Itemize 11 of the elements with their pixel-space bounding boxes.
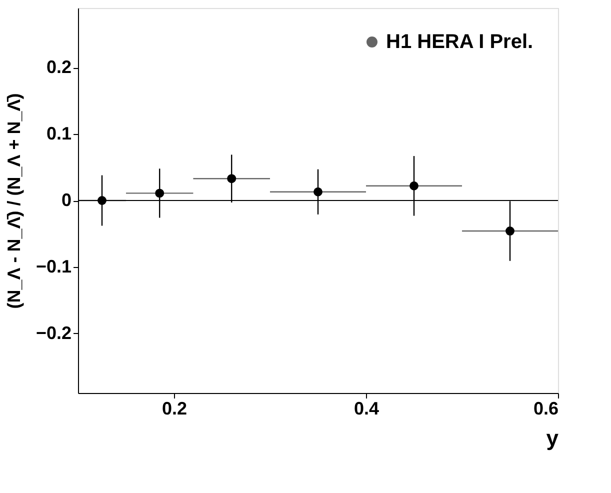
y-tick-label: −0.1: [36, 256, 72, 276]
x-tick-label: 0.4: [354, 398, 380, 418]
x-tick-label: 0.2: [162, 398, 188, 418]
y-tick-label: 0: [61, 190, 72, 210]
legend-label: H1 HERA I Prel.: [386, 31, 534, 53]
x-axis-title: y: [546, 426, 560, 450]
x-tick-label: 0.6: [533, 398, 558, 418]
y-tick-label: 0.2: [46, 57, 72, 78]
y-axis-title: (N_Λ - N_Λ̄) / (N_Λ + N_Λ̄): [4, 93, 24, 309]
y-tick-label: 0.1: [46, 124, 72, 144]
y-tick-label: −0.2: [36, 322, 72, 343]
